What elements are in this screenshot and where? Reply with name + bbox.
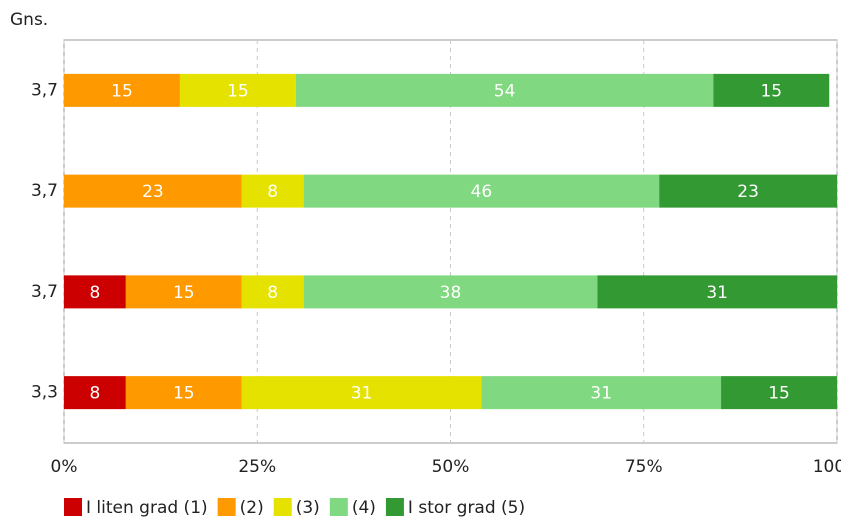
bar-segment [125,376,242,410]
data-label: 15 [760,81,782,101]
bar-segment [303,174,660,208]
data-label: 15 [173,283,195,303]
legend-swatch [329,498,348,516]
data-label: 15 [227,81,249,101]
y-tick-label: 3,3 [31,383,58,403]
y-tick-label: 3,7 [31,80,58,100]
bar-segment [64,376,126,410]
data-label: 23 [142,182,164,202]
data-label: 31 [706,283,728,303]
bar-segment [721,376,837,410]
bar-segment [659,174,837,208]
x-tick-label: 25% [238,457,276,477]
legend-label: (2) [240,498,264,518]
legend-label: (4) [352,498,376,518]
data-label: 8 [267,182,278,202]
legend-swatch [217,498,236,516]
legend-swatch [273,498,292,516]
data-label: 31 [351,384,373,404]
data-label: 31 [590,384,612,404]
legend-label: (3) [296,498,320,518]
bar-segment [713,73,830,107]
data-label: 8 [90,283,101,303]
x-tick-label: 0% [51,457,78,477]
bar-segment [64,275,126,309]
data-label: 23 [737,182,759,202]
data-label: 8 [90,384,101,404]
bar-segment [597,275,837,309]
legend-label: I stor grad (5) [408,498,525,518]
bar-segment [64,174,242,208]
y-tick-label: 3,7 [31,181,58,201]
bar-segment [303,275,598,309]
legend-swatch [64,498,82,516]
data-label: 38 [440,283,462,303]
bar-segment [241,174,304,208]
bar-segment [481,376,722,410]
x-tick-label: 50% [432,457,470,477]
data-label: 8 [267,283,278,303]
data-label: 15 [173,384,195,404]
bar-segment [241,275,304,309]
x-tick-label: 100% [813,457,841,477]
legend-swatch [385,498,404,516]
data-label: 46 [471,182,493,202]
data-label: 54 [494,81,516,101]
data-label: 15 [768,384,790,404]
y-tick-label: 3,7 [31,282,58,302]
bar-segment [64,73,180,107]
bar-segment [241,376,482,410]
legend-label: I liten grad (1) [86,498,208,518]
bar-segment [125,275,242,309]
bar-segment [295,73,714,107]
x-tick-label: 75% [625,457,663,477]
bar-segment [179,73,296,107]
data-label: 15 [111,81,133,101]
axis-label: Gns. [10,10,48,30]
